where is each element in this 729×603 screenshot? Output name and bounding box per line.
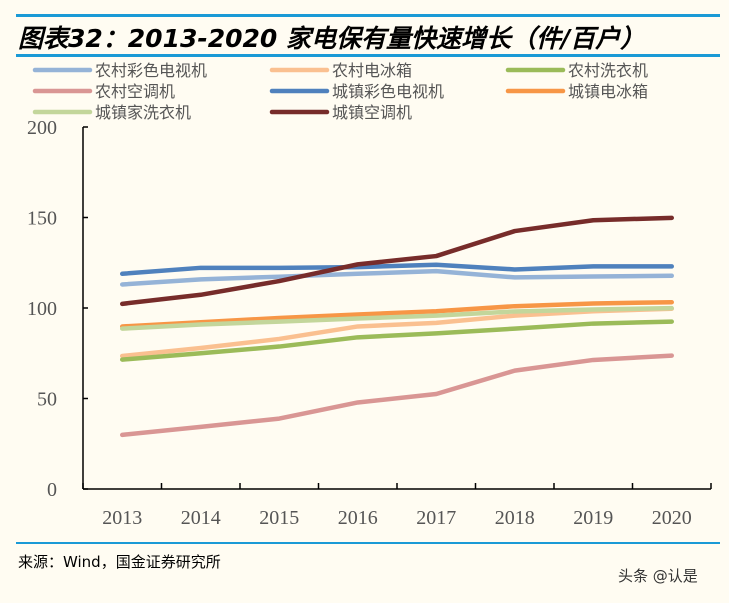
legend-label: 农村电冰箱 <box>332 61 412 80</box>
legend-label: 农村彩色电视机 <box>95 61 207 80</box>
x-tick-label: 2014 <box>181 507 221 529</box>
series-line-6 <box>120 299 674 329</box>
series-line-4 <box>120 353 674 438</box>
y-tick-label: 200 <box>27 117 57 139</box>
legend-label: 农村洗衣机 <box>568 61 648 80</box>
legend-label: 城镇空调机 <box>332 103 412 122</box>
legend-label: 城镇电冰箱 <box>568 82 648 101</box>
legend-label: 农村空调机 <box>95 82 175 101</box>
x-tick-label: 2013 <box>102 507 142 529</box>
legend-label: 城镇彩色电视机 <box>332 82 444 101</box>
series-line-5 <box>120 262 674 277</box>
x-tick-label: 2016 <box>338 507 378 529</box>
series-line-1 <box>120 268 674 287</box>
top-rule <box>16 14 720 17</box>
x-tick-label: 2017 <box>416 507 456 529</box>
y-tick-label: 100 <box>27 298 57 320</box>
x-tick-label: 2015 <box>259 507 299 529</box>
y-tick-label: 0 <box>47 479 57 501</box>
series-line-7 <box>120 305 674 331</box>
x-tick-label: 2020 <box>652 507 692 529</box>
series-line-3 <box>120 319 674 362</box>
series-line-8 <box>120 215 674 307</box>
watermark: 头条 @认是 <box>618 567 698 585</box>
legend-label: 城镇家洗衣机 <box>95 103 191 122</box>
x-tick-label: 2018 <box>495 507 535 529</box>
y-tick-label: 150 <box>27 208 57 230</box>
x-tick-label: 2019 <box>573 507 613 529</box>
chart-title: 图表32：2013-2020 家电保有量快速增长（件/百户） <box>18 24 646 53</box>
footer-rule <box>16 542 720 544</box>
y-tick-label: 50 <box>37 389 57 411</box>
title-rule <box>16 54 720 57</box>
line-chart: 0 50 100 150 200 2013 2014 2015 2016 2017 2018 2019… <box>27 61 712 529</box>
source-note: 来源：Wind，国金证券研究所 <box>18 553 221 571</box>
